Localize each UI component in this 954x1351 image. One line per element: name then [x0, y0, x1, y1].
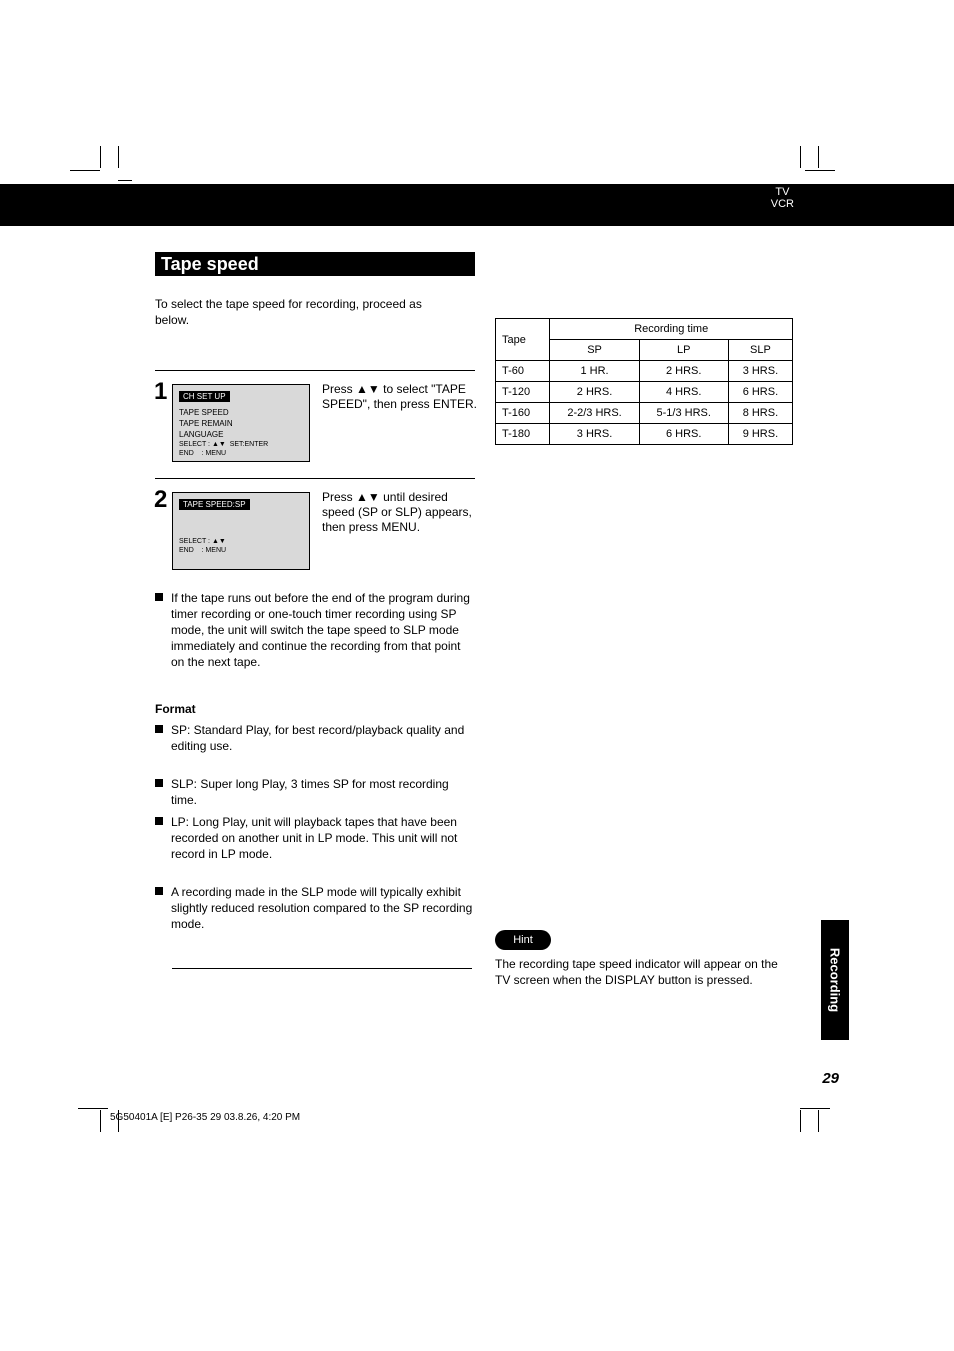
table-cell: 2 HRS.	[550, 382, 639, 403]
table-cell: 4 HRS.	[639, 382, 728, 403]
bullet-text: LP: Long Play, unit will playback tapes …	[171, 814, 475, 862]
osd-footer: END : MENU	[179, 450, 303, 457]
osd-panel-2: TAPE SPEED:SP SELECT : END : MENU	[172, 492, 310, 570]
osd-line: TAPE SPEED	[179, 408, 303, 417]
step-divider	[155, 478, 475, 479]
osd-line	[179, 516, 303, 525]
table-cell: 3 HRS.	[550, 424, 639, 445]
crop-mark	[78, 1108, 108, 1109]
crop-mark	[805, 170, 835, 171]
note-text: If the tape runs out before the end of t…	[171, 590, 475, 670]
crop-mark	[100, 1110, 101, 1132]
side-tab-recording: Recording	[821, 920, 849, 1040]
table-row: T-180 3 HRS. 6 HRS. 9 HRS.	[496, 424, 793, 445]
prepress-imprint: 5G50401A [E] P26-35 29 03.8.26, 4:20 PM	[110, 1112, 300, 1123]
triangle-up-icon	[212, 538, 219, 545]
table-header-rectime: Recording time	[550, 319, 793, 340]
table-cell: 6 HRS.	[728, 382, 792, 403]
hint-label: Hint	[513, 934, 533, 946]
arrow-up-down-icon: ▲▼	[356, 382, 380, 396]
header-device-label: TV VCR	[771, 186, 794, 210]
side-tab-label: Recording	[828, 948, 843, 1012]
hint-divider	[172, 968, 472, 969]
triangle-up-icon	[212, 441, 219, 448]
bullet-square-icon	[155, 725, 163, 733]
crop-mark	[118, 180, 132, 181]
osd-line: TAPE REMAIN	[179, 419, 303, 428]
header-band: TV VCR	[0, 184, 954, 226]
osd-panel-1: CH SET UP TAPE SPEED TAPE REMAIN LANGUAG…	[172, 384, 310, 462]
table-cell: 1 HR.	[550, 361, 639, 382]
instr-text: Press	[322, 382, 356, 396]
step-number: 1	[154, 378, 167, 406]
triangle-down-icon	[219, 538, 226, 545]
bullet-square-icon	[155, 887, 163, 895]
format-bullet-lp: LP: Long Play, unit will playback tapes …	[155, 814, 475, 862]
step-2-instruction: Press ▲▼ until desired speed (SP or SLP)…	[322, 490, 482, 535]
crop-mark	[70, 170, 100, 171]
table-cell: 8 HRS.	[728, 403, 792, 424]
bullet-text: A recording made in the SLP mode will ty…	[171, 884, 475, 932]
arrow-up-down-icon: ▲▼	[356, 490, 380, 504]
table-cell: 9 HRS.	[728, 424, 792, 445]
note-auto-slp: If the tape runs out before the end of t…	[155, 590, 475, 670]
bullet-square-icon	[155, 779, 163, 787]
bullet-square-icon	[155, 593, 163, 601]
table-cell: 5-1/3 HRS.	[639, 403, 728, 424]
intro-paragraph: To select the tape speed for recording, …	[155, 296, 455, 328]
crop-mark	[118, 146, 119, 168]
table-header-lp: LP	[639, 340, 728, 361]
crop-mark	[100, 146, 101, 168]
osd-highlight: TAPE SPEED:SP	[179, 499, 250, 510]
crop-mark	[800, 1110, 801, 1132]
recording-time-table: Tape Recording time SP LP SLP T-60 1 HR.…	[495, 318, 793, 445]
format-heading: Format	[155, 702, 196, 716]
format-bullet-sp: SP: Standard Play, for best record/playb…	[155, 722, 475, 754]
bullet-text: SLP: Super long Play, 3 times SP for mos…	[171, 776, 475, 808]
crop-mark	[818, 1110, 819, 1132]
crop-mark	[800, 146, 801, 168]
step-1-instruction: Press ▲▼ to select "TAPE SPEED", then pr…	[322, 382, 482, 412]
instr-text: Press	[322, 490, 356, 504]
section-title-text: Tape speed	[161, 254, 259, 274]
table-cell: T-180	[496, 424, 550, 445]
crop-mark	[818, 146, 819, 168]
osd-footer: SELECT : SET:ENTER	[179, 441, 303, 448]
format-bullet-quality: A recording made in the SLP mode will ty…	[155, 884, 475, 932]
format-bullet-slp: SLP: Super long Play, 3 times SP for mos…	[155, 776, 475, 808]
page-number: 29	[822, 1070, 839, 1087]
hint-pill: Hint	[495, 930, 551, 950]
osd-highlight: CH SET UP	[179, 391, 230, 402]
osd-line: LANGUAGE	[179, 430, 303, 439]
header-line-vcr: VCR	[771, 198, 794, 210]
table-header-sp: SP	[550, 340, 639, 361]
table-header-slp: SLP	[728, 340, 792, 361]
osd-footer: SELECT :	[179, 538, 303, 545]
section-title-bar: Tape speed	[155, 252, 475, 276]
table-cell: 2-2/3 HRS.	[550, 403, 639, 424]
table-cell: 2 HRS.	[639, 361, 728, 382]
osd-footer: END : MENU	[179, 547, 303, 554]
step-divider	[155, 370, 475, 371]
table-cell: T-120	[496, 382, 550, 403]
crop-mark	[800, 1108, 830, 1109]
bullet-text: SP: Standard Play, for best record/playb…	[171, 722, 475, 754]
header-line-tv: TV	[771, 186, 794, 198]
table-row: T-160 2-2/3 HRS. 5-1/3 HRS. 8 HRS.	[496, 403, 793, 424]
triangle-down-icon	[219, 441, 226, 448]
table-row: T-120 2 HRS. 4 HRS. 6 HRS.	[496, 382, 793, 403]
table-cell: 3 HRS.	[728, 361, 792, 382]
table-header-tape: Tape	[496, 319, 550, 361]
table-cell: T-160	[496, 403, 550, 424]
osd-line	[179, 527, 303, 536]
hint-text: The recording tape speed indicator will …	[495, 956, 795, 988]
bullet-square-icon	[155, 817, 163, 825]
table-cell: T-60	[496, 361, 550, 382]
step-number: 2	[154, 486, 167, 514]
table-row: T-60 1 HR. 2 HRS. 3 HRS.	[496, 361, 793, 382]
table-cell: 6 HRS.	[639, 424, 728, 445]
